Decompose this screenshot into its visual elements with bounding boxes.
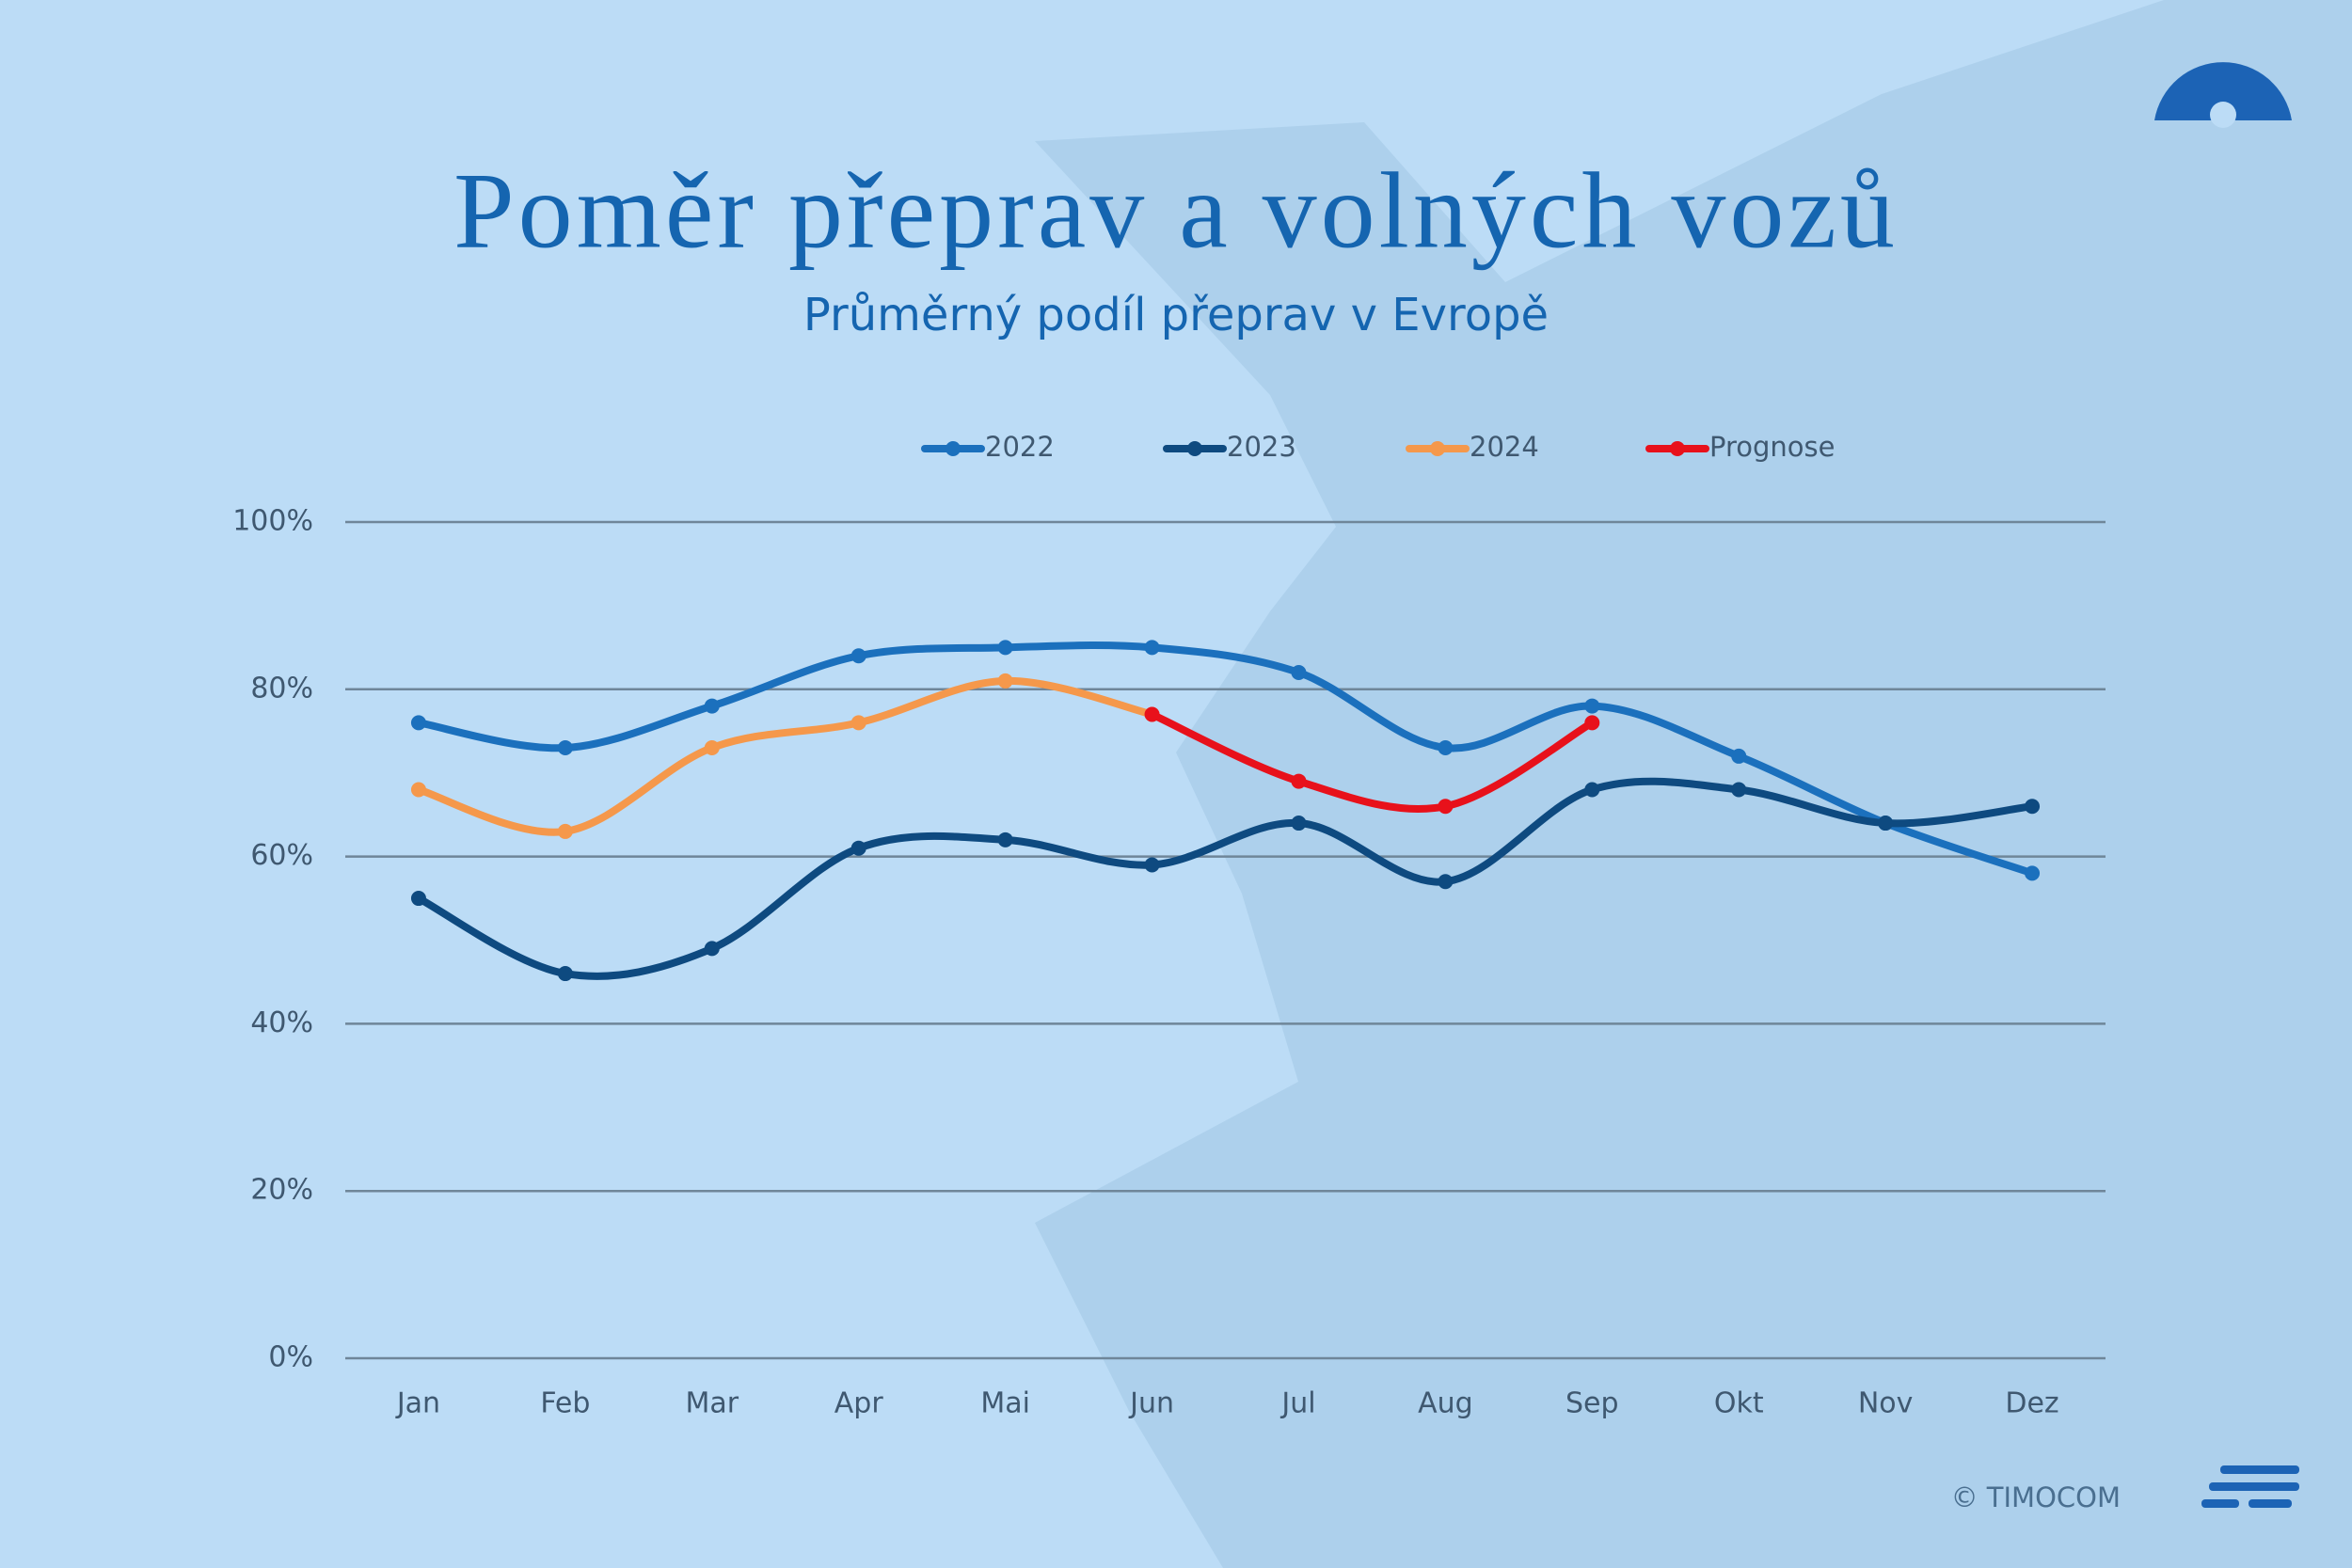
data-point	[704, 698, 720, 714]
data-point	[1144, 857, 1160, 873]
data-point	[410, 715, 426, 731]
data-point	[1438, 874, 1454, 890]
data-point	[850, 715, 866, 731]
data-point	[557, 966, 573, 982]
data-point	[704, 740, 720, 756]
data-point	[997, 640, 1013, 656]
data-point	[1144, 640, 1160, 656]
data-point	[1438, 740, 1454, 756]
x-tick-label: Feb	[540, 1387, 590, 1420]
data-point	[1584, 715, 1600, 731]
x-tick-label: Jun	[1128, 1387, 1174, 1420]
data-point	[1731, 748, 1747, 764]
legend-label: Prognose	[1709, 431, 1836, 463]
gauge-logo	[2154, 62, 2292, 128]
series-line	[414, 676, 1156, 836]
data-point	[1144, 706, 1160, 722]
data-point	[997, 673, 1013, 689]
legend-marker	[1187, 441, 1202, 456]
x-tick-label: Jul	[1279, 1387, 1315, 1420]
y-tick-label: 100%	[232, 505, 313, 538]
y-tick-label: 0%	[268, 1341, 313, 1374]
data-point	[1584, 698, 1600, 714]
x-tick-label: Aug	[1418, 1387, 1473, 1420]
x-tick-label: Apr	[834, 1387, 884, 1420]
data-point	[410, 782, 426, 798]
data-point	[850, 648, 866, 664]
x-tick-label: Mar	[685, 1387, 739, 1420]
data-point	[1731, 782, 1747, 798]
data-point	[704, 941, 720, 957]
legend-marker	[946, 441, 961, 456]
legend-marker	[1430, 441, 1445, 456]
data-point	[997, 832, 1013, 847]
series-line	[414, 641, 2037, 878]
x-tick-label: Jan	[395, 1387, 440, 1420]
data-point	[2025, 865, 2041, 881]
legend-marker	[1670, 441, 1685, 456]
data-point	[1291, 665, 1307, 681]
data-point	[2025, 799, 2041, 815]
chart-title: Poměr přeprav a volných vozů	[453, 151, 1899, 272]
y-tick-label: 80%	[250, 672, 313, 705]
x-tick-label: Nov	[1858, 1387, 1914, 1420]
copyright: © TIMOCOM	[1951, 1481, 2121, 1513]
y-tick-label: 20%	[250, 1174, 313, 1207]
x-tick-label: Mai	[980, 1387, 1030, 1420]
data-point	[1291, 773, 1307, 789]
y-tick-label: 60%	[250, 839, 313, 872]
data-point	[557, 740, 573, 756]
y-tick-label: 40%	[250, 1006, 313, 1039]
x-tick-label: Okt	[1714, 1387, 1764, 1420]
data-point	[410, 891, 426, 907]
legend-label: 2024	[1470, 431, 1539, 463]
chart-subtitle: Průměrný podíl přeprav v Evropě	[803, 289, 1549, 341]
brand-logo	[2201, 1465, 2299, 1508]
data-point	[1291, 816, 1307, 832]
data-point	[1878, 816, 1894, 832]
series-line	[1148, 710, 1597, 813]
data-point	[1438, 799, 1454, 815]
legend-label: 2023	[1227, 431, 1296, 463]
data-point	[557, 823, 573, 839]
legend-label: 2022	[985, 431, 1055, 463]
x-tick-label: Dez	[2005, 1387, 2058, 1420]
data-point	[1584, 782, 1600, 798]
data-point	[850, 840, 866, 856]
x-tick-label: Sep	[1565, 1387, 1619, 1420]
